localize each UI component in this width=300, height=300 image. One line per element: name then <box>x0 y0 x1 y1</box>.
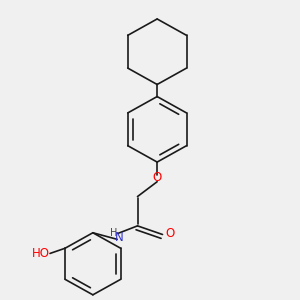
Text: O: O <box>152 171 162 184</box>
Text: H: H <box>110 228 118 239</box>
Text: N: N <box>115 231 123 244</box>
Text: HO: HO <box>32 247 50 260</box>
Text: O: O <box>166 227 175 240</box>
